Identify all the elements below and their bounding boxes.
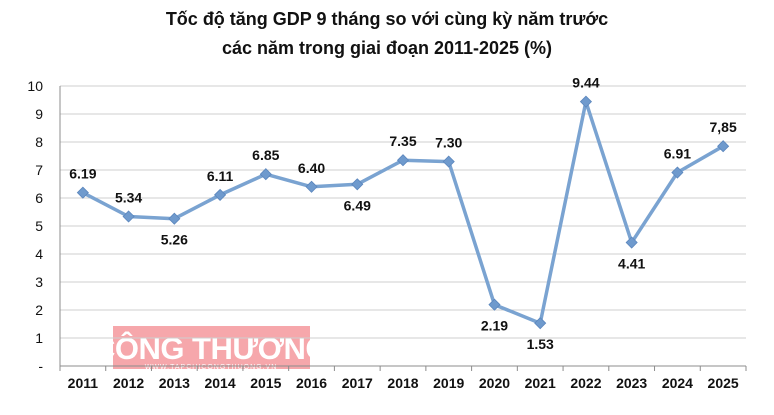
- data-label: 7.35: [389, 133, 416, 149]
- x-tick-label: 2023: [616, 375, 647, 391]
- watermark-url: WWW.TAPCHICONGTHUONG.VN: [145, 364, 278, 371]
- x-tick-label: 2017: [342, 375, 373, 391]
- data-point: [488, 298, 501, 311]
- watermark-brand: CÔNG THƯƠNG: [93, 330, 329, 366]
- data-point: [214, 188, 227, 201]
- data-label: 6.49: [344, 197, 371, 213]
- y-tick-label: 1: [35, 330, 43, 346]
- x-tick-label: 2021: [525, 375, 556, 391]
- y-tick-label: 8: [35, 134, 43, 150]
- data-point: [122, 210, 135, 223]
- y-tick-label: 5: [35, 218, 43, 234]
- y-tick-label: 3: [35, 274, 43, 290]
- y-tick-label: 7: [35, 162, 43, 178]
- x-tick-label: 2022: [570, 375, 601, 391]
- y-tick-label: 4: [35, 246, 43, 262]
- x-tick-label: 2013: [159, 375, 190, 391]
- data-point: [671, 166, 684, 179]
- data-point: [442, 155, 455, 168]
- x-tick-label: 2014: [204, 375, 235, 391]
- x-tick-label: 2025: [708, 375, 739, 391]
- y-tick-label: 10: [27, 78, 43, 94]
- chart-subtitle: các năm trong giai đoạn 2011-2025 (%): [221, 38, 553, 58]
- data-label: 1.53: [527, 336, 554, 352]
- data-label: 6.85: [252, 147, 279, 163]
- x-tick-label: 2019: [433, 375, 464, 391]
- data-point: [76, 186, 89, 199]
- x-tick-label: 2012: [113, 375, 144, 391]
- x-tick-label: 2016: [296, 375, 327, 391]
- y-tick-label: -: [38, 358, 43, 374]
- watermark-box: [113, 326, 310, 369]
- data-label: 9.44: [572, 75, 599, 91]
- data-label: 5.34: [115, 189, 142, 205]
- y-tick-label: 2: [35, 302, 43, 318]
- data-point: [396, 154, 410, 167]
- x-tick-label: 2020: [479, 375, 510, 391]
- data-point: [168, 212, 181, 225]
- data-label: 5.26: [161, 232, 188, 248]
- data-point: [625, 236, 638, 249]
- data-label: 6.19: [69, 166, 96, 182]
- data-point: [534, 317, 547, 330]
- x-tick-label: 2024: [662, 375, 693, 391]
- data-label: 4.41: [618, 256, 645, 272]
- data-point: [717, 140, 730, 153]
- data-label: 2.19: [481, 318, 508, 334]
- chart-title: Tốc độ tăng GDP 9 tháng so với cùng kỳ n…: [165, 9, 609, 29]
- data-point: [305, 180, 318, 193]
- data-point: [579, 95, 592, 108]
- data-point: [351, 178, 364, 191]
- y-tick-label: 6: [35, 190, 43, 206]
- data-point: [259, 168, 272, 181]
- x-tick-label: 2015: [250, 375, 281, 391]
- data-label: 6.40: [298, 160, 325, 176]
- x-tick-label: 2018: [387, 375, 418, 391]
- y-tick-label: 9: [35, 106, 43, 122]
- data-label: 7,85: [710, 119, 737, 135]
- data-label: 6.91: [664, 146, 691, 162]
- data-label: 6.11: [207, 168, 234, 184]
- x-tick-label: 2011: [68, 375, 99, 391]
- data-label: 7.30: [435, 135, 462, 151]
